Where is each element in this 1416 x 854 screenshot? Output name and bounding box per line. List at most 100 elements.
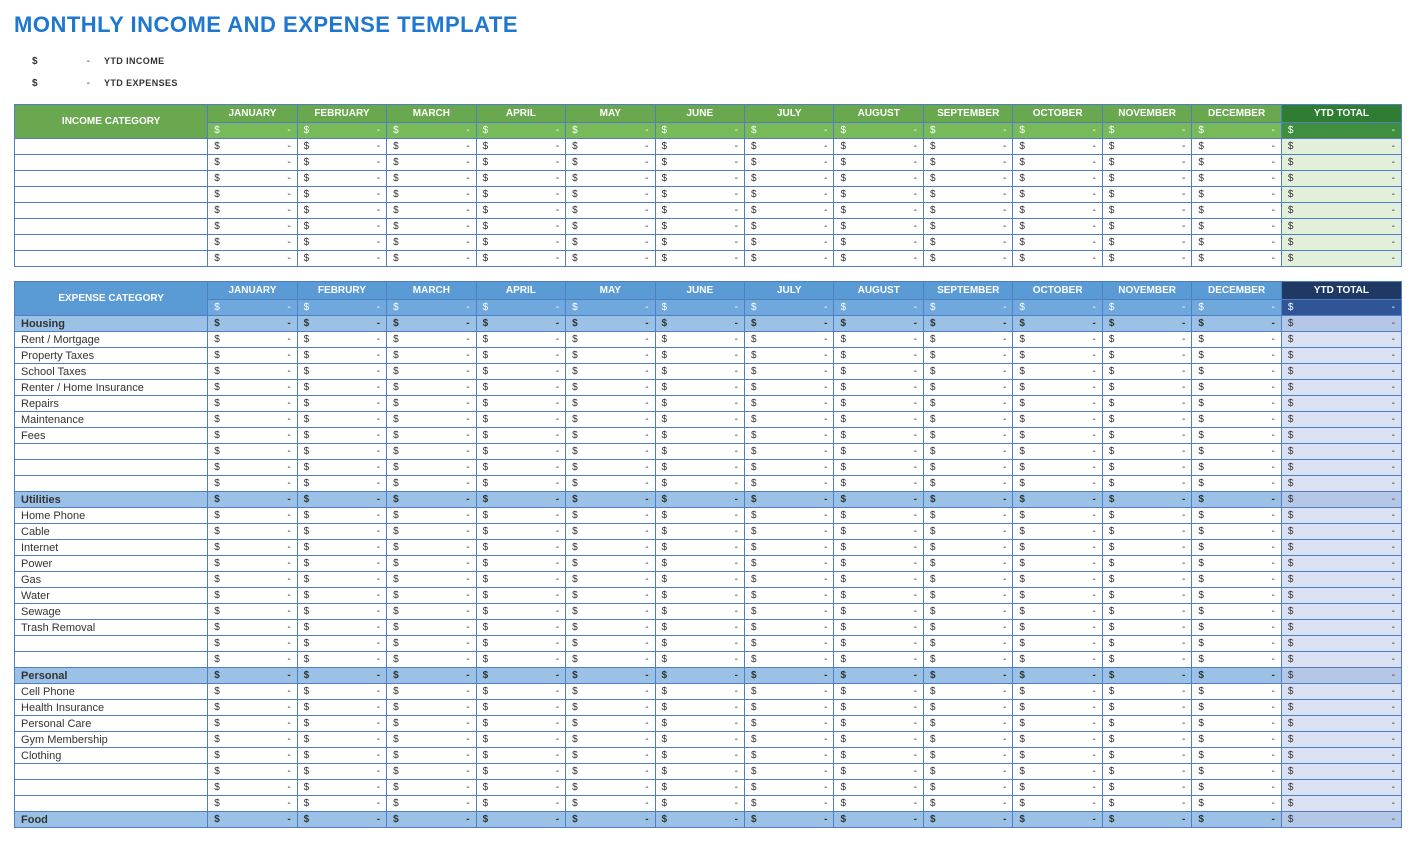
expense-cell[interactable]: $- (834, 732, 923, 748)
expense-cell[interactable]: $- (745, 524, 834, 540)
expense-cell[interactable]: $- (566, 364, 655, 380)
expense-cell[interactable]: $- (834, 716, 923, 732)
expense-group-cell[interactable]: $- (834, 668, 923, 684)
income-cell[interactable]: $- (923, 155, 1012, 171)
expense-cell[interactable]: $- (655, 444, 744, 460)
income-cell[interactable]: $- (1013, 219, 1102, 235)
expense-cell[interactable]: $- (655, 332, 744, 348)
expense-cell[interactable]: $- (566, 540, 655, 556)
expense-group-cell[interactable]: $- (208, 812, 297, 828)
expense-cell[interactable]: $- (297, 796, 386, 812)
income-cell[interactable]: $- (655, 155, 744, 171)
income-cell[interactable]: $- (566, 171, 655, 187)
expense-cell[interactable]: $- (387, 572, 476, 588)
expense-cell[interactable]: $- (476, 716, 565, 732)
expense-cell[interactable]: $- (923, 396, 1012, 412)
expense-subheader-cell[interactable]: $- (1013, 300, 1102, 316)
income-cell[interactable]: $- (1192, 139, 1281, 155)
expense-cell[interactable]: $- (923, 444, 1012, 460)
expense-subheader-cell[interactable]: $- (745, 300, 834, 316)
income-cell[interactable]: $- (923, 203, 1012, 219)
expense-cell[interactable]: $- (208, 556, 297, 572)
expense-cell[interactable]: $- (297, 444, 386, 460)
income-subheader-cell[interactable]: $- (655, 123, 744, 139)
expense-group-cell[interactable]: $- (1102, 812, 1191, 828)
expense-subheader-cell[interactable]: $- (834, 300, 923, 316)
expense-ytd-cell[interactable]: $- (1281, 780, 1401, 796)
expense-cell[interactable]: $- (1192, 396, 1281, 412)
expense-cell[interactable]: $- (923, 636, 1012, 652)
expense-cell[interactable]: $- (387, 444, 476, 460)
expense-row-label[interactable]: School Taxes (15, 364, 208, 380)
income-cell[interactable]: $- (745, 219, 834, 235)
expense-group-ytd-cell[interactable]: $- (1281, 812, 1401, 828)
expense-ytd-cell[interactable]: $- (1281, 476, 1401, 492)
expense-cell[interactable]: $- (923, 524, 1012, 540)
expense-cell[interactable]: $- (566, 476, 655, 492)
expense-cell[interactable]: $- (1192, 636, 1281, 652)
expense-cell[interactable]: $- (387, 540, 476, 556)
expense-cell[interactable]: $- (1102, 476, 1191, 492)
expense-ytd-cell[interactable]: $- (1281, 748, 1401, 764)
expense-cell[interactable]: $- (1102, 412, 1191, 428)
expense-ytd-cell[interactable]: $- (1281, 380, 1401, 396)
expense-cell[interactable]: $- (834, 588, 923, 604)
income-ytd-cell[interactable]: $- (1281, 155, 1401, 171)
income-cell[interactable]: $- (566, 139, 655, 155)
income-cell[interactable]: $- (566, 203, 655, 219)
expense-cell[interactable]: $- (476, 732, 565, 748)
income-subheader-cell[interactable]: $- (566, 123, 655, 139)
expense-cell[interactable]: $- (1102, 796, 1191, 812)
expense-group-cell[interactable]: $- (566, 316, 655, 332)
expense-row-label[interactable]: Maintenance (15, 412, 208, 428)
expense-cell[interactable]: $- (476, 796, 565, 812)
expense-cell[interactable]: $- (1192, 732, 1281, 748)
expense-group-cell[interactable]: $- (1013, 668, 1102, 684)
expense-group-cell[interactable]: $- (208, 492, 297, 508)
expense-cell[interactable]: $- (297, 524, 386, 540)
expense-cell[interactable]: $- (297, 652, 386, 668)
expense-cell[interactable]: $- (745, 780, 834, 796)
income-cell[interactable]: $- (476, 251, 565, 267)
income-ytd-cell[interactable]: $- (1281, 251, 1401, 267)
expense-cell[interactable]: $- (655, 636, 744, 652)
income-cell[interactable]: $- (655, 219, 744, 235)
expense-cell[interactable]: $- (387, 348, 476, 364)
expense-cell[interactable]: $- (923, 428, 1012, 444)
expense-cell[interactable]: $- (566, 716, 655, 732)
income-cell[interactable]: $- (834, 251, 923, 267)
expense-cell[interactable]: $- (297, 748, 386, 764)
expense-cell[interactable]: $- (923, 412, 1012, 428)
expense-cell[interactable]: $- (476, 460, 565, 476)
expense-cell[interactable]: $- (834, 380, 923, 396)
expense-cell[interactable]: $- (1013, 732, 1102, 748)
expense-cell[interactable]: $- (1013, 412, 1102, 428)
income-ytd-cell[interactable]: $- (1281, 219, 1401, 235)
expense-cell[interactable]: $- (1013, 780, 1102, 796)
expense-cell[interactable]: $- (1192, 380, 1281, 396)
expense-row-label[interactable]: Gas (15, 572, 208, 588)
expense-row-label[interactable]: Renter / Home Insurance (15, 380, 208, 396)
expense-cell[interactable]: $- (1192, 748, 1281, 764)
expense-cell[interactable]: $- (387, 652, 476, 668)
expense-cell[interactable]: $- (655, 524, 744, 540)
expense-cell[interactable]: $- (923, 540, 1012, 556)
expense-cell[interactable]: $- (1192, 588, 1281, 604)
expense-cell[interactable]: $- (1192, 764, 1281, 780)
expense-row-label[interactable]: Home Phone (15, 508, 208, 524)
expense-cell[interactable]: $- (745, 508, 834, 524)
expense-cell[interactable]: $- (297, 476, 386, 492)
expense-cell[interactable]: $- (1192, 476, 1281, 492)
expense-cell[interactable]: $- (387, 380, 476, 396)
income-category-cell[interactable] (15, 251, 208, 267)
income-cell[interactable]: $- (1192, 251, 1281, 267)
expense-row-label[interactable] (15, 764, 208, 780)
expense-group-cell[interactable]: $- (745, 812, 834, 828)
expense-group-cell[interactable]: $- (923, 316, 1012, 332)
income-ytd-cell[interactable]: $- (1281, 171, 1401, 187)
income-cell[interactable]: $- (297, 235, 386, 251)
expense-cell[interactable]: $- (566, 764, 655, 780)
expense-cell[interactable]: $- (1192, 348, 1281, 364)
expense-ytd-cell[interactable]: $- (1281, 652, 1401, 668)
expense-cell[interactable]: $- (476, 636, 565, 652)
